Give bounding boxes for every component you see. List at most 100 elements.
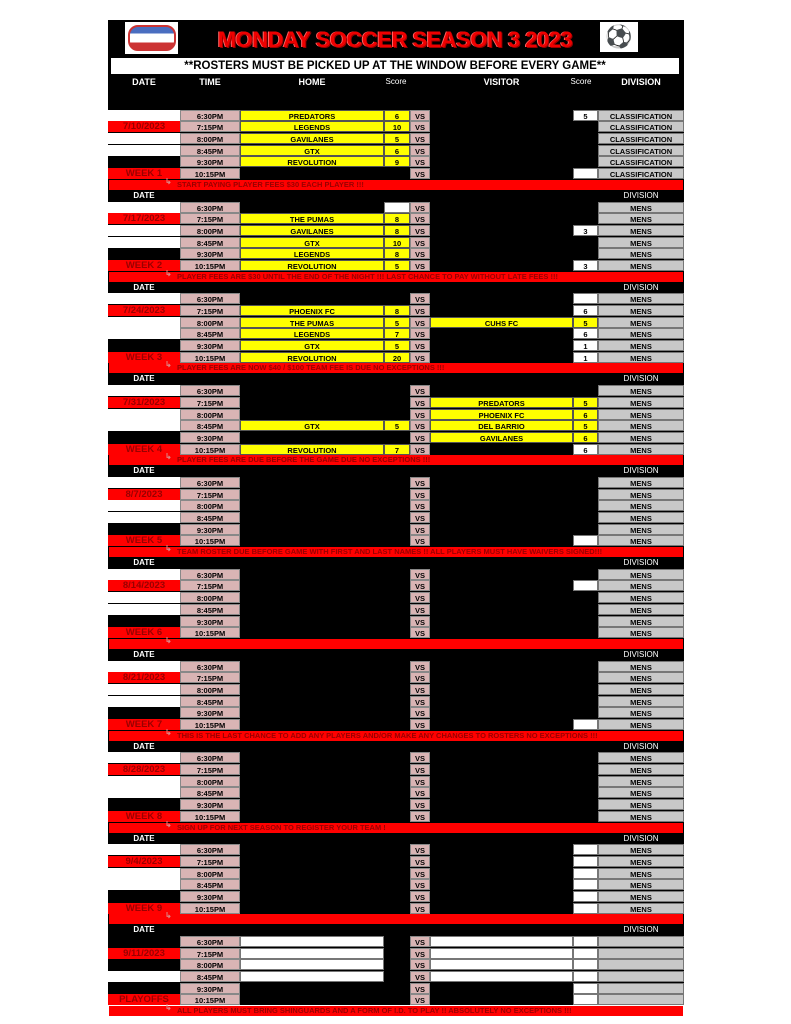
week-date: 8/28/2023 xyxy=(108,764,180,776)
roster-notice: **ROSTERS MUST BE PICKED UP AT THE WINDO… xyxy=(111,58,679,74)
vs-label: VS xyxy=(410,683,430,695)
date-cell xyxy=(108,603,180,615)
date-header: DATE xyxy=(133,649,155,659)
division-cell xyxy=(598,947,684,959)
game-time: 9:30PM xyxy=(180,248,240,260)
game-time: 10:15PM xyxy=(180,994,240,1006)
week-note-text: THIS IS THE LAST CHANCE TO ADD ANY PLAYE… xyxy=(177,730,598,740)
division-cell: MENS xyxy=(598,580,684,592)
division-cell: MENS xyxy=(598,775,684,787)
vs-label: VS xyxy=(410,144,430,156)
game-row: WEEK 7 10:15PM VS MENS xyxy=(108,719,684,731)
division-cell: MENS xyxy=(598,627,684,639)
vs-label: VS xyxy=(410,248,430,260)
division-cell: MENS xyxy=(598,603,684,615)
arrow-icon: ↳ xyxy=(165,360,172,370)
game-time: 8:45PM xyxy=(180,879,240,891)
arrow-icon: ↳ xyxy=(165,911,172,921)
week-note-text: TEAM ROSTER DUE BEFORE GAME WITH FIRST A… xyxy=(177,547,603,557)
game-row: 8/7/2023 7:15PM VS MENS xyxy=(108,488,684,501)
game-row: 8:00PM GAVILANES 8 VS 3 MENS xyxy=(108,224,684,237)
home-score: 8 xyxy=(384,213,410,225)
game-time: 10:15PM xyxy=(180,902,240,914)
week-header-row: DATE DIVISION xyxy=(108,924,684,936)
date-header: DATE xyxy=(133,466,155,476)
division-header: DIVISION xyxy=(623,466,659,476)
week-note: ↳ SIGN UP FOR NEXT SEASON TO REGISTER YOU… xyxy=(109,820,683,833)
home-team: LEGENDS xyxy=(240,248,384,260)
division-cell: MENS xyxy=(598,752,684,764)
home-team: THE PUMAS xyxy=(240,213,384,225)
date-header: DATE xyxy=(133,925,155,935)
game-time: 6:30PM xyxy=(180,844,240,856)
vs-label: VS xyxy=(410,500,430,512)
division-cell: MENS xyxy=(598,787,684,799)
division-cell: MENS xyxy=(598,385,684,397)
division-cell xyxy=(598,971,684,983)
vs-label: VS xyxy=(410,109,430,121)
home-score: 8 xyxy=(384,305,410,316)
game-time: 9:30PM xyxy=(180,799,240,811)
division-cell: CLASSIFICATION xyxy=(598,144,684,156)
week-header-row: DATE DIVISION xyxy=(108,465,684,477)
game-time: 8:00PM xyxy=(180,867,240,879)
division-cell: MENS xyxy=(598,500,684,512)
spacer-row xyxy=(108,98,684,110)
vs-label: VS xyxy=(410,385,430,397)
division-cell: MENS xyxy=(598,568,684,580)
visitor-team xyxy=(430,947,573,959)
home-score xyxy=(384,201,410,213)
game-time: 9:30PM xyxy=(180,340,240,352)
date-cell xyxy=(108,476,180,488)
arrow-icon: ↳ xyxy=(165,452,172,462)
game-time: 9:30PM xyxy=(180,156,240,168)
game-row: 8:00PM VS xyxy=(108,959,684,971)
visitor-score xyxy=(573,959,598,971)
home-score: 7 xyxy=(384,443,410,455)
visitor-team: CUHS FC xyxy=(430,316,573,328)
date-cell xyxy=(108,959,180,970)
vs-label: VS xyxy=(410,512,430,523)
game-time: 9:30PM xyxy=(180,523,240,535)
game-row: WEEK 3 10:15PM REVOLUTION 20 VS 1 MENS xyxy=(108,351,684,364)
vs-label: VS xyxy=(410,855,430,867)
vs-label: VS xyxy=(410,603,430,615)
arrow-icon: ↳ xyxy=(165,727,172,737)
game-time: 8:45PM xyxy=(180,328,240,340)
game-time: 8:45PM xyxy=(180,236,240,248)
home-team: REVOLUTION xyxy=(240,443,384,455)
game-row: 8:45PM GTX 6 VS CLASSIFICATION xyxy=(108,144,684,157)
division-cell xyxy=(598,959,684,971)
date-header: DATE xyxy=(133,190,155,200)
league-logo xyxy=(125,22,178,54)
division-cell xyxy=(598,994,684,1006)
visitor-score xyxy=(573,879,598,891)
division-cell: MENS xyxy=(598,420,684,432)
game-time: 7:15PM xyxy=(180,121,240,133)
vs-label: VS xyxy=(410,121,430,133)
game-time: 9:30PM xyxy=(180,707,240,719)
col-home: HOME xyxy=(298,77,326,87)
week-note: ↳ THIS IS THE LAST CHANCE TO ADD ANY PLAY… xyxy=(109,727,683,741)
vs-label: VS xyxy=(410,408,430,420)
division-cell: MENS xyxy=(598,201,684,213)
date-header: DATE xyxy=(133,833,155,843)
visitor-team xyxy=(430,959,573,971)
vs-label: VS xyxy=(410,236,430,248)
game-row: 9:30PM VS MENS xyxy=(108,523,684,536)
vs-label: VS xyxy=(410,316,430,328)
vs-label: VS xyxy=(410,305,430,316)
game-time: 6:30PM xyxy=(180,936,240,947)
home-score: 10 xyxy=(384,236,410,248)
week-label: PLAYOFFS xyxy=(108,994,180,1006)
game-time: 6:30PM xyxy=(180,752,240,764)
date-cell xyxy=(108,524,180,535)
home-score: 9 xyxy=(384,156,410,168)
week-header-row: DATE DIVISION xyxy=(108,373,684,385)
game-row: 9/11/2023 7:15PM VS xyxy=(108,947,684,960)
vs-label: VS xyxy=(410,867,430,879)
week-date: 9/4/2023 xyxy=(108,855,180,867)
col-division: DIVISION xyxy=(621,77,661,87)
game-row: WEEK 5 10:15PM VS MENS xyxy=(108,535,684,547)
visitor-score: 6 xyxy=(573,443,598,455)
